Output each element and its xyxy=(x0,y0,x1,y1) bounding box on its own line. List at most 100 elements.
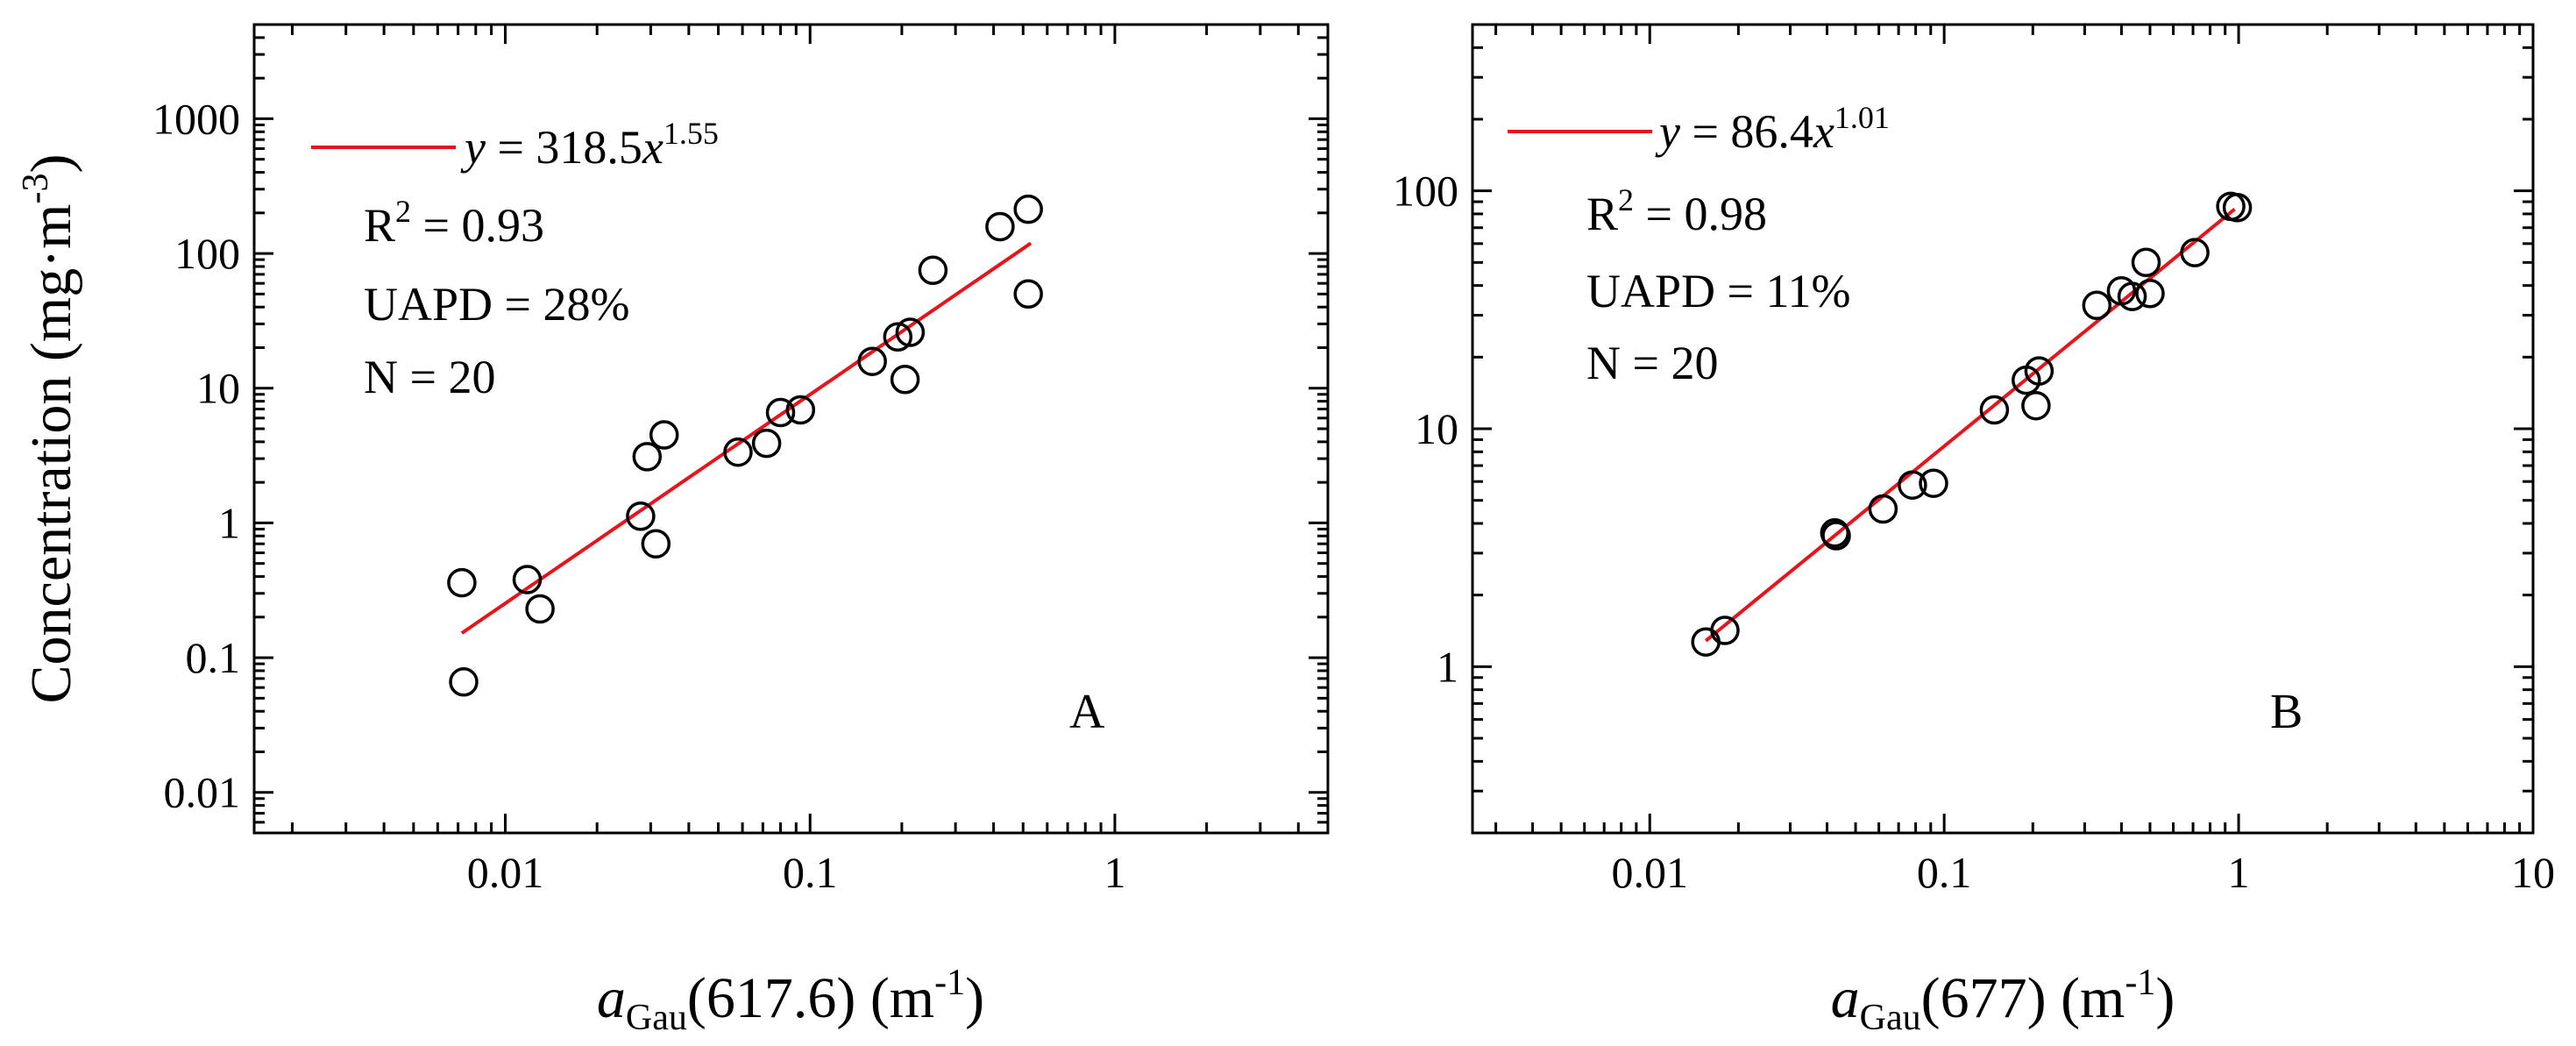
y-tick-label: 10 xyxy=(196,364,240,413)
data-point-a xyxy=(649,420,679,450)
data-point-a xyxy=(449,667,479,697)
data-point-a xyxy=(918,255,948,286)
data-point-a xyxy=(632,442,663,472)
x-label-b-sub: Gau xyxy=(1860,998,1921,1038)
legend-coef-b: = 86.4 xyxy=(1680,105,1813,158)
legend-exponent-b: 1.01 xyxy=(1834,100,1890,135)
data-point-b xyxy=(1868,494,1898,524)
x-axis-label-b: aGau(677) (m-1) xyxy=(1831,963,2175,1038)
x-label-b-sup: -1 xyxy=(2125,963,2155,1003)
uapd-a: UAPD = 28% xyxy=(364,278,629,331)
data-point-b xyxy=(1710,616,1740,645)
data-point-b xyxy=(2135,279,2165,309)
data-point-a xyxy=(525,594,555,624)
data-point-a xyxy=(447,567,477,598)
x-label-a-sub: Gau xyxy=(626,998,687,1038)
data-point-a xyxy=(883,322,913,352)
tick-marks-b: 0.01 0.1 1 10 1 10 100 xyxy=(1393,23,2555,897)
chart-panel-b: 0.01 0.1 1 10 1 10 100 y = 86.4x1.01 R2 = 0.98… xyxy=(1393,23,2555,1038)
data-point-b xyxy=(2021,390,2051,421)
x-tick-label: 0.1 xyxy=(1917,848,1972,897)
x-tick-label: 0.01 xyxy=(467,848,544,897)
y-label-a-sup: -3 xyxy=(16,173,56,203)
data-point-b xyxy=(2131,247,2161,278)
data-point-b xyxy=(1919,468,1948,498)
data-point-b xyxy=(2082,290,2112,321)
r-squared-a: R2 = 0.93 xyxy=(364,194,544,252)
y-axis-label-a: Concentration (mg·m-3) xyxy=(16,153,83,703)
data-point-a xyxy=(890,365,920,395)
data-point-a xyxy=(765,397,796,428)
legend-x-var-a: x xyxy=(642,121,664,174)
chart-panel-a: 0.01 0.1 1 0.01 0.1 1 10 100 1000 y = 318.5x1.55… xyxy=(16,23,1330,1038)
x-axis-label-a: aGau(617.6) (m-1) xyxy=(597,963,984,1038)
legend-b: y = 86.4x1.01 xyxy=(1508,100,1890,158)
r-sup-b: 2 xyxy=(1618,182,1634,217)
y-tick-label: 0.1 xyxy=(186,633,241,682)
data-points-a xyxy=(447,194,1043,697)
plot-frame-b xyxy=(1471,23,2535,835)
n-count-b: N = 20 xyxy=(1586,337,1718,389)
data-point-b xyxy=(2024,356,2054,386)
x-label-b-var: a xyxy=(1831,966,1860,1030)
r-sup-a: 2 xyxy=(395,194,411,229)
r-value-b: = 0.98 xyxy=(1634,188,1767,240)
x-label-a-sup: -1 xyxy=(934,963,965,1003)
tick-marks-a: 0.01 0.1 1 0.01 0.1 1 10 100 1000 xyxy=(153,23,1330,897)
data-point-a xyxy=(895,317,926,347)
x-tick-label: 1 xyxy=(1103,848,1125,897)
data-points-b xyxy=(1691,191,2253,657)
panel-label-a: A xyxy=(1069,685,1105,739)
y-label-a-tail: ) xyxy=(19,153,83,173)
data-point-b xyxy=(2180,238,2210,267)
legend-equation-b: y = 86.4x1.01 xyxy=(1655,100,1890,158)
legend-exponent-a: 1.55 xyxy=(664,116,719,151)
n-count-a: N = 20 xyxy=(364,351,495,403)
x-label-a-tail: ) xyxy=(965,966,984,1030)
r-label-b: R xyxy=(1586,188,1618,240)
x-tick-label: 0.01 xyxy=(1611,848,1688,897)
legend-x-var-b: x xyxy=(1813,105,1834,158)
x-label-b-main: (677) (m xyxy=(1921,966,2125,1030)
y-tick-label: 100 xyxy=(174,229,240,278)
uapd-b: UAPD = 11% xyxy=(1586,265,1850,317)
x-tick-label: 0.1 xyxy=(783,848,838,897)
x-tick-label: 1 xyxy=(2228,848,2250,897)
data-point-b xyxy=(2117,281,2147,311)
panel-label-b: B xyxy=(2270,685,2303,739)
data-point-a xyxy=(626,502,656,531)
data-point-a xyxy=(1013,279,1043,310)
data-point-b xyxy=(1898,470,1927,500)
y-label-a-main: Concentration (mg·m xyxy=(19,203,83,703)
data-point-a xyxy=(1013,194,1043,224)
data-point-a xyxy=(785,395,816,425)
y-tick-label: 0.01 xyxy=(164,768,241,817)
data-point-a xyxy=(751,428,782,459)
x-label-a-var: a xyxy=(597,966,626,1030)
legend-a: y = 318.5x1.55 xyxy=(311,116,719,174)
r-squared-b: R2 = 0.98 xyxy=(1586,182,1767,240)
x-label-b-tail: ) xyxy=(2155,966,2175,1030)
legend-coef-a: = 318.5 xyxy=(486,121,642,174)
data-point-b xyxy=(1691,627,1721,657)
data-point-a xyxy=(512,565,543,594)
data-point-a xyxy=(723,437,753,467)
legend-y-var-b: y xyxy=(1655,105,1680,158)
y-tick-label: 1 xyxy=(218,498,240,547)
y-tick-label: 1000 xyxy=(153,94,240,143)
r-label-a: R xyxy=(364,199,395,252)
legend-y-var-a: y xyxy=(460,121,486,174)
fit-line-a xyxy=(460,241,1033,635)
fit-line-a-path xyxy=(460,241,1033,635)
y-tick-label: 100 xyxy=(1393,167,1458,216)
legend-equation-a: y = 318.5x1.55 xyxy=(460,116,719,174)
data-point-a xyxy=(985,211,1015,242)
data-point-b xyxy=(2222,193,2253,223)
r-value-a: = 0.93 xyxy=(411,199,544,252)
data-point-b xyxy=(1821,521,1851,551)
data-point-b xyxy=(1979,395,2010,425)
data-point-a xyxy=(641,529,671,559)
data-point-a xyxy=(857,346,887,376)
y-tick-label: 10 xyxy=(1415,404,1458,453)
